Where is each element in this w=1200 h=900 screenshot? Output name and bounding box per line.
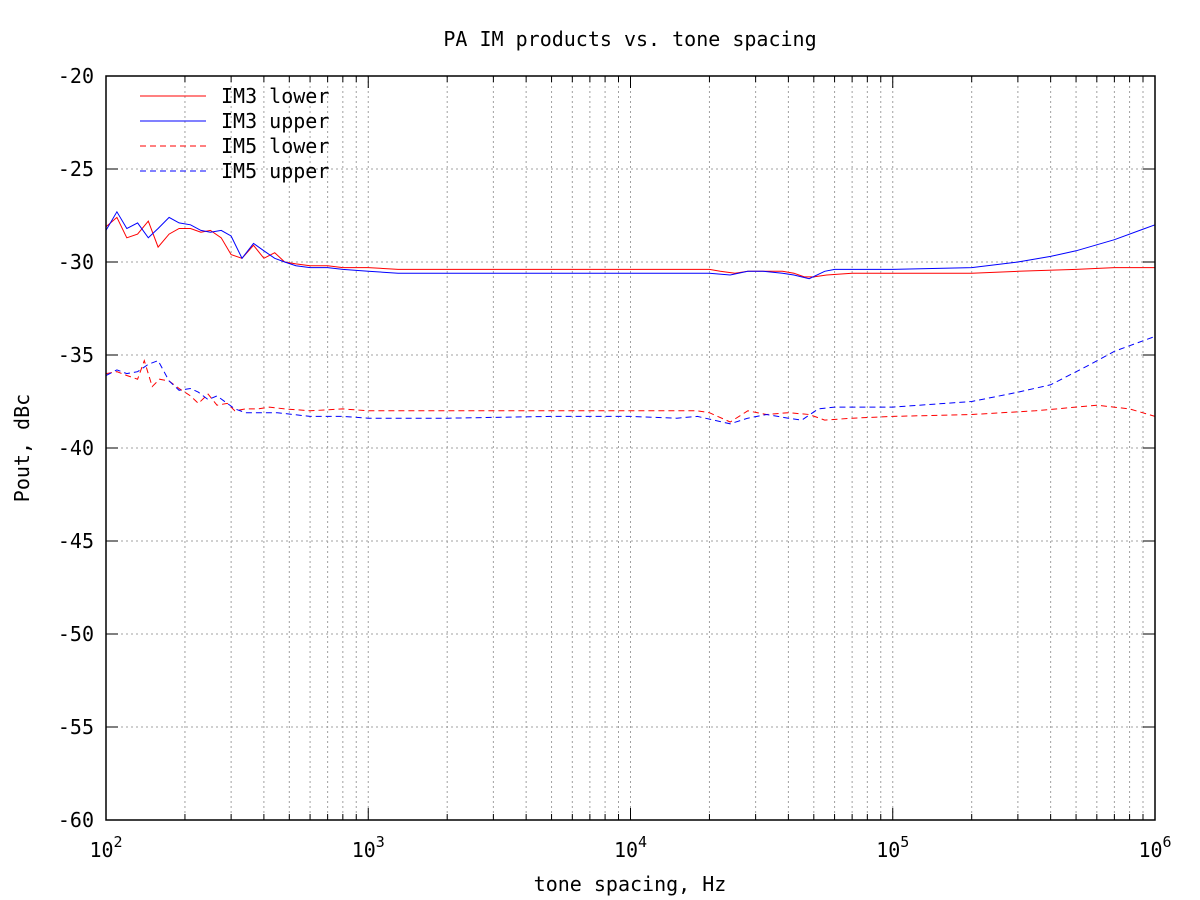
y-tick-label: -20 — [58, 64, 94, 88]
x-tick-label: 103 — [352, 833, 385, 862]
x-tick-label: 102 — [89, 833, 122, 862]
legend-label: IM3 upper — [221, 109, 329, 133]
y-tick-label: -25 — [58, 157, 94, 181]
x-tick-label: 105 — [876, 833, 909, 862]
grid — [106, 76, 1155, 820]
y-tick-label: -40 — [58, 436, 94, 460]
ticks — [105, 75, 1156, 821]
series-line-im3-lower — [105, 216, 1155, 278]
y-axis-label: Pout, dBc — [10, 394, 34, 502]
y-tick-label: -50 — [58, 622, 94, 646]
y-tick-label: -45 — [58, 529, 94, 553]
series-line-im3-upper — [105, 210, 1156, 280]
x-tick-label: 104 — [614, 833, 647, 862]
legend-label: IM3 lower — [221, 84, 329, 108]
chart-title: PA IM products vs. tone spacing — [443, 27, 816, 51]
y-tick-label: -35 — [58, 343, 94, 367]
series-line-im5-lower — [105, 359, 1156, 423]
series-line-im5-upper — [105, 335, 1156, 425]
legend-label: IM5 upper — [221, 159, 329, 183]
x-tick-label: 106 — [1138, 833, 1171, 862]
x-axis-label: tone spacing, Hz — [534, 872, 727, 896]
y-tick-label: -55 — [58, 715, 94, 739]
legend-label: IM5 lower — [221, 134, 329, 158]
y-tick-label: -60 — [58, 808, 94, 832]
series-layer — [105, 210, 1156, 425]
y-tick-label: -30 — [58, 250, 94, 274]
